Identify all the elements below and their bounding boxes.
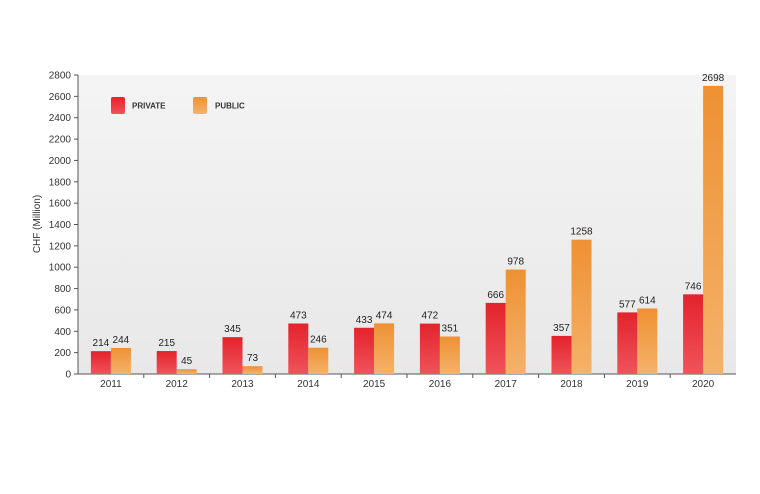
- bar-private: [354, 327, 375, 374]
- x-tick-label: 2018: [560, 379, 583, 390]
- data-label-private: 746: [685, 281, 702, 292]
- x-tick-label: 2011: [100, 379, 122, 390]
- bar-public: [505, 269, 526, 374]
- data-label-public: 45: [181, 356, 193, 367]
- data-label-public: 474: [376, 310, 393, 321]
- legend: PRIVATE PUBLIC: [111, 97, 245, 114]
- legend-label-private: PRIVATE: [132, 102, 166, 111]
- data-label-private: 214: [93, 338, 110, 349]
- bar-private: [156, 351, 177, 374]
- y-tick-label: 2000: [49, 156, 72, 167]
- legend-label-public: PUBLIC: [215, 102, 245, 111]
- data-label-public: 2698: [702, 73, 725, 84]
- y-tick-label: 800: [54, 284, 71, 295]
- x-tick-label: 2012: [166, 379, 189, 390]
- data-label-public: 1258: [570, 227, 593, 238]
- bar-public: [374, 323, 395, 374]
- y-tick-label: 0: [65, 370, 71, 381]
- data-label-private: 472: [422, 311, 439, 322]
- data-label-private: 577: [619, 299, 636, 310]
- x-tick-label: 2016: [429, 379, 452, 390]
- y-tick-label: 200: [54, 348, 71, 359]
- bar-public: [571, 239, 592, 374]
- bar-private: [617, 312, 638, 374]
- y-tick-label: 2800: [49, 71, 72, 82]
- x-tick-label: 2014: [297, 379, 320, 390]
- y-tick-label: 1800: [49, 177, 72, 188]
- x-tick-label: 2013: [231, 379, 254, 390]
- bar-private: [90, 351, 111, 374]
- bar-public: [439, 336, 460, 374]
- bar-public: [110, 347, 131, 374]
- y-tick-label: 1400: [49, 220, 72, 231]
- y-axis-ticks: 0 200 400 600 800 1000 1200 1400 1600 1800 2000 220…: [49, 71, 78, 381]
- bar-private: [419, 323, 440, 374]
- data-label-private: 345: [224, 324, 241, 335]
- bar-private: [485, 302, 506, 374]
- x-tick-label: 2017: [495, 379, 518, 390]
- y-tick-label: 1600: [49, 199, 72, 210]
- x-tick-label: 2020: [692, 379, 715, 390]
- y-tick-label: 2600: [49, 92, 72, 103]
- bars: [90, 85, 724, 374]
- y-axis-title: CHF (Million): [32, 195, 43, 253]
- bar-private: [551, 335, 572, 374]
- y-tick-label: 1200: [49, 241, 72, 252]
- y-tick-label: 2200: [49, 135, 72, 146]
- bar-public: [242, 366, 263, 374]
- legend-swatch-public: [193, 97, 207, 114]
- legend-swatch-private: [111, 97, 125, 114]
- bar-private: [288, 323, 309, 374]
- x-tick-label: 2015: [363, 379, 386, 390]
- data-label-private: 433: [356, 315, 373, 326]
- y-tick-label: 2400: [49, 113, 72, 124]
- data-label-public: 614: [639, 295, 656, 306]
- x-tick-label: 2019: [626, 379, 649, 390]
- bar-private: [222, 337, 243, 374]
- data-label-private: 666: [487, 290, 504, 301]
- data-label-public: 978: [507, 257, 524, 268]
- y-tick-label: 1000: [49, 263, 72, 274]
- data-label-public: 246: [310, 335, 327, 346]
- data-label-private: 473: [290, 310, 307, 321]
- bar-public: [637, 308, 658, 374]
- bar-private: [683, 294, 704, 374]
- bar-public: [703, 85, 724, 374]
- bar-public: [176, 369, 197, 374]
- y-tick-label: 600: [54, 305, 71, 316]
- y-tick-label: 400: [54, 327, 71, 338]
- x-axis-ticks: 2011 2012 2013 2014 2015 2016 2017 2018 2019 2020: [100, 374, 715, 390]
- data-label-private: 215: [158, 338, 175, 349]
- bar-public: [308, 347, 329, 374]
- data-label-private: 357: [553, 323, 570, 334]
- data-label-public: 351: [442, 324, 459, 335]
- data-label-public: 73: [247, 353, 259, 364]
- data-label-public: 244: [113, 335, 130, 346]
